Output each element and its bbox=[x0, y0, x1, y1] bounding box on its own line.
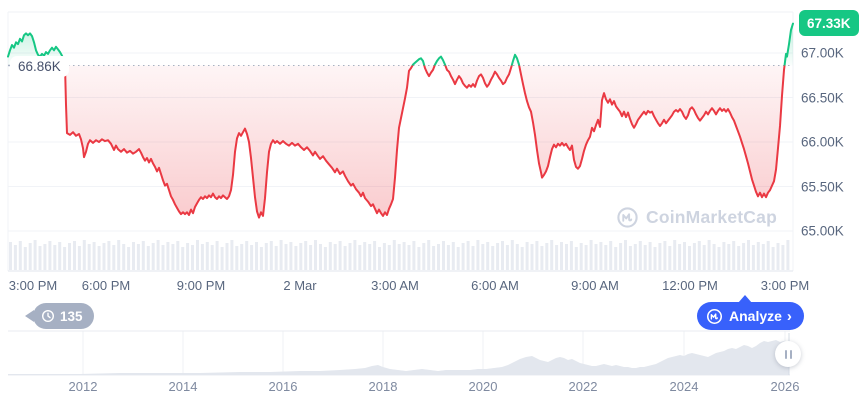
drag-handle-bar bbox=[789, 349, 792, 359]
history-countdown-value: 135 bbox=[60, 308, 83, 324]
coinmarketcap-logo-icon bbox=[616, 206, 639, 229]
analyze-button[interactable]: Analyze › bbox=[697, 295, 804, 330]
current-price-badge: 67.33K bbox=[799, 10, 859, 36]
x-axis-tick-label: 3:00 PM bbox=[760, 278, 810, 293]
navigator-year-label: 2018 bbox=[368, 379, 398, 394]
navigator-drag-handle[interactable] bbox=[775, 341, 801, 367]
price-chart-plot-area[interactable] bbox=[8, 12, 793, 271]
navigator-year-label: 2022 bbox=[568, 379, 598, 394]
y-axis-tick-label: 65.50K bbox=[801, 179, 844, 194]
history-countdown-badge[interactable]: 135 bbox=[25, 303, 94, 329]
x-axis-tick-label: 9:00 PM bbox=[176, 278, 226, 293]
navigator-year-label: 2012 bbox=[68, 379, 98, 394]
watermark: CoinMarketCap bbox=[616, 206, 777, 229]
navigator-year-label: 2014 bbox=[168, 379, 198, 394]
navigator-year-label: 2020 bbox=[468, 379, 498, 394]
watermark-text: CoinMarketCap bbox=[646, 207, 777, 227]
chevron-right-icon: › bbox=[786, 307, 792, 325]
coinmarketcap-logo-icon bbox=[706, 308, 723, 325]
x-axis-tick-label: 12:00 PM bbox=[662, 278, 718, 293]
navigator-year-label: 2026 bbox=[770, 379, 800, 394]
x-axis-tick-label: 9:00 AM bbox=[571, 278, 619, 293]
timeline-navigator[interactable] bbox=[8, 331, 790, 375]
navigator-year-label: 2016 bbox=[268, 379, 298, 394]
navigator-year-label: 2024 bbox=[669, 379, 699, 394]
y-axis-tick-label: 66.00K bbox=[801, 134, 844, 150]
x-axis-tick-label: 2 Mar bbox=[283, 278, 317, 293]
x-axis-tick-label: 3:00 AM bbox=[371, 278, 419, 293]
x-axis-tick-label: 6:00 AM bbox=[471, 278, 519, 293]
drag-handle-bar bbox=[784, 349, 787, 359]
x-axis-tick-label: 3:00 PM bbox=[8, 278, 58, 293]
y-axis-tick-label: 66.50K bbox=[801, 90, 844, 105]
y-axis-tick-label: 65.00K bbox=[801, 223, 844, 239]
analyze-button-label: Analyze bbox=[729, 308, 782, 324]
history-clock-icon bbox=[41, 309, 55, 323]
previous-close-price-label: 66.86K bbox=[10, 56, 69, 77]
x-axis-tick-label: 6:00 PM bbox=[81, 278, 131, 293]
y-axis-tick-label: 67.00K bbox=[801, 45, 844, 61]
